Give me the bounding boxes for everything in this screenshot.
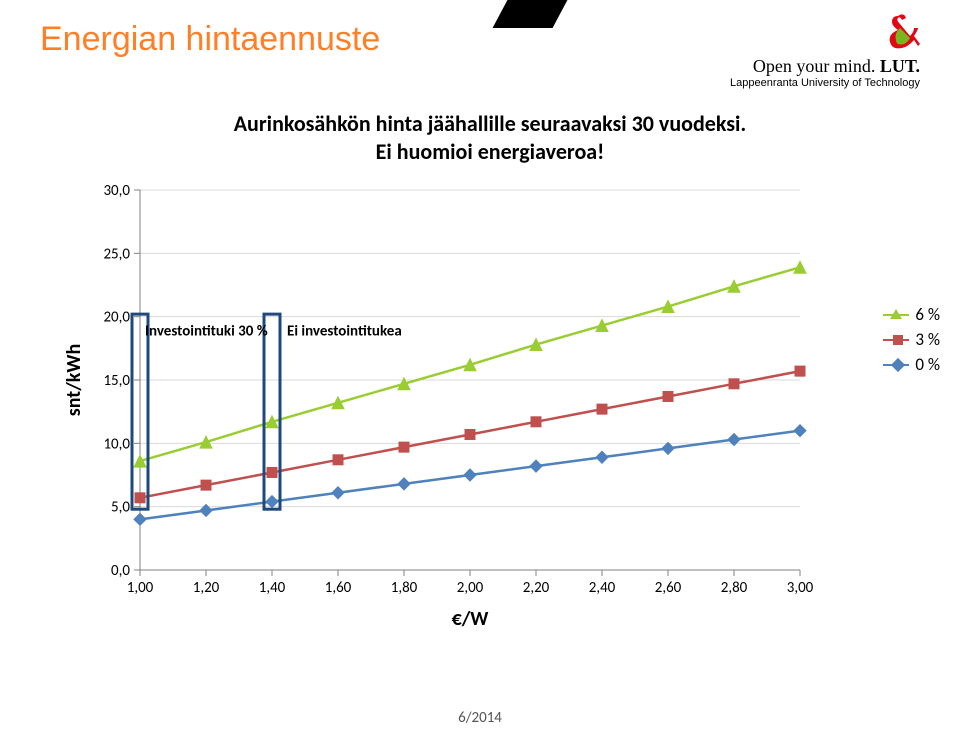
- svg-text:1,40: 1,40: [259, 579, 286, 597]
- svg-text:Investointituki 30 %: Investointituki 30 %: [145, 323, 268, 341]
- svg-text:2,40: 2,40: [589, 579, 616, 597]
- brand-line1: Open your mind. LUT.: [730, 56, 920, 77]
- svg-text:10,0: 10,0: [103, 435, 130, 453]
- svg-text:2,60: 2,60: [655, 579, 682, 597]
- svg-text:20,0: 20,0: [103, 309, 130, 327]
- legend-item: 0 %: [883, 354, 940, 375]
- legend-item: 6 %: [883, 304, 940, 325]
- svg-text:2,20: 2,20: [523, 579, 550, 597]
- line-chart: 0,0 5,0 10,0 15,0 20,0 25,0 30,0 1,00 1,20 1,40 1,…: [60, 120, 900, 640]
- footer-date: 6/2014: [0, 709, 960, 727]
- svg-text:€/W: €/W: [452, 607, 490, 631]
- brand-block: Open your mind. LUT. Lappeenranta Univer…: [730, 10, 920, 89]
- svg-text:1,60: 1,60: [325, 579, 352, 597]
- brand-line1-bold: LUT.: [880, 56, 920, 76]
- svg-text:2,00: 2,00: [457, 579, 484, 597]
- svg-text:1,80: 1,80: [391, 579, 418, 597]
- ampersand-logo-icon: [886, 10, 920, 50]
- svg-text:25,0: 25,0: [103, 245, 130, 263]
- svg-text:0,0: 0,0: [111, 562, 130, 580]
- svg-text:1,00: 1,00: [127, 579, 154, 597]
- svg-text:2,80: 2,80: [721, 579, 748, 597]
- svg-text:snt/kWh: snt/kWh: [62, 344, 86, 417]
- page-title: Energian hintaennuste: [40, 20, 380, 59]
- svg-text:5,0: 5,0: [111, 499, 130, 517]
- brand-line1-plain: Open your mind.: [753, 56, 880, 76]
- legend-label: 6 %: [915, 304, 940, 325]
- svg-text:3,00: 3,00: [787, 579, 814, 597]
- header-flag: [493, 0, 568, 28]
- brand-line2: Lappeenranta University of Technology: [730, 77, 920, 89]
- legend-item: 3 %: [883, 329, 940, 350]
- svg-text:Ei investointitukea: Ei investointitukea: [287, 323, 402, 341]
- svg-text:30,0: 30,0: [103, 182, 130, 200]
- chart-svg: 0,0 5,0 10,0 15,0 20,0 25,0 30,0 1,00 1,20 1,40 1,…: [60, 120, 900, 640]
- svg-text:1,20: 1,20: [193, 579, 220, 597]
- legend-label: 3 %: [915, 329, 940, 350]
- legend-label: 0 %: [915, 354, 940, 375]
- svg-text:15,0: 15,0: [103, 372, 130, 390]
- chart-legend: 6 % 3 % 0 %: [883, 300, 940, 379]
